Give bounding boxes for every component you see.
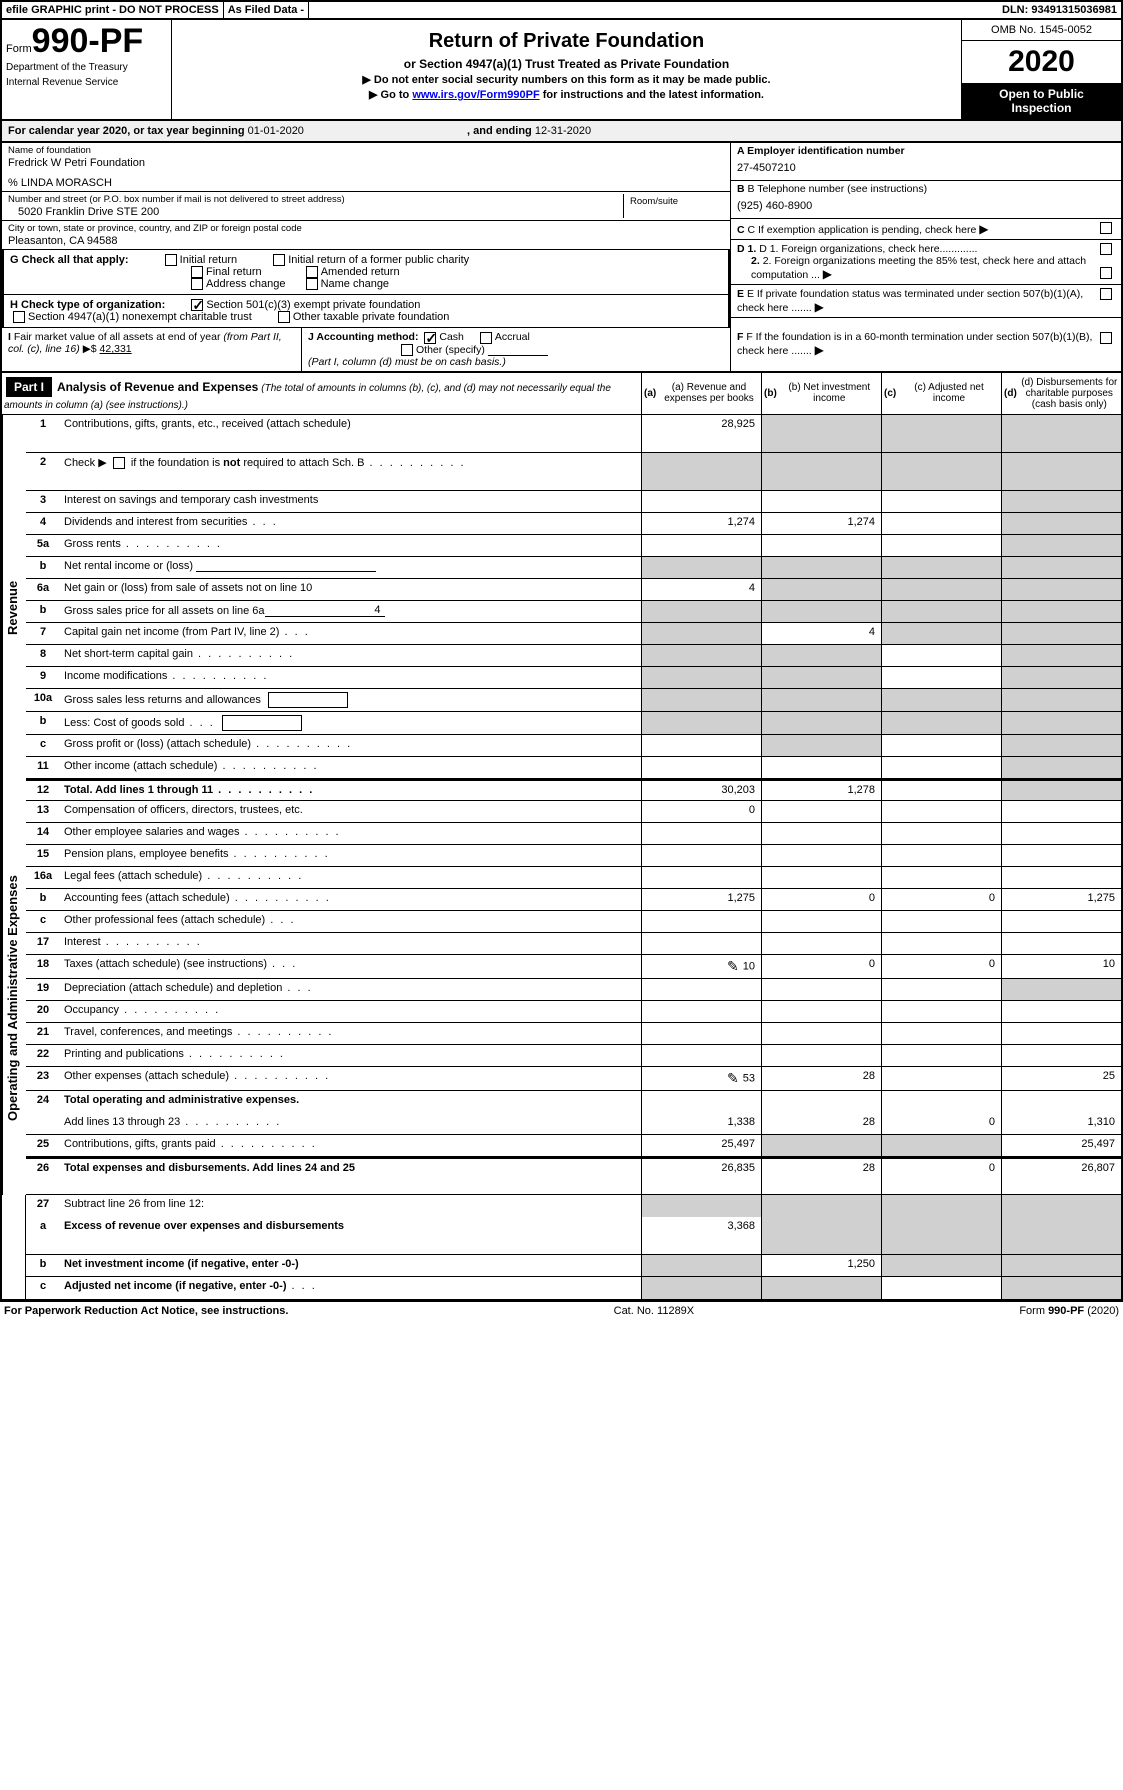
- cb-schB[interactable]: [113, 457, 125, 469]
- part-1: Part I Analysis of Revenue and Expenses …: [0, 373, 1123, 1301]
- part1-label: Part I: [6, 377, 52, 397]
- cb-e[interactable]: [1100, 288, 1112, 300]
- cb-addr-change[interactable]: [191, 278, 203, 290]
- cb-name-change[interactable]: [306, 278, 318, 290]
- section-j: J Accounting method: Cash Accrual Other …: [302, 328, 731, 370]
- dln-label: DLN: 93491315036981: [998, 2, 1121, 18]
- section-g: G Check all that apply: Initial return I…: [2, 250, 730, 295]
- cb-final[interactable]: [191, 266, 203, 278]
- foundation-name: Fredrick W Petri Foundation: [8, 157, 724, 169]
- cb-accrual[interactable]: [480, 332, 492, 344]
- care-of: % LINDA MORASCH: [8, 177, 724, 189]
- col-c-head: (c) (c) Adjusted net income: [881, 373, 1001, 414]
- dept-irs: Internal Revenue Service: [6, 77, 167, 88]
- attachment-icon: ✎: [727, 958, 739, 975]
- dept-treasury: Department of the Treasury: [6, 62, 167, 73]
- public-inspection: Open to Public Inspection: [962, 83, 1121, 119]
- col-d-head: (d) (d) Disbursements for charitable pur…: [1001, 373, 1121, 414]
- omb-number: OMB No. 1545-0052: [962, 20, 1121, 41]
- form-subtitle: or Section 4947(a)(1) Trust Treated as P…: [176, 57, 957, 71]
- room-label: Room/suite: [630, 196, 718, 207]
- expenses-section: Operating and Administrative Expenses 13…: [2, 801, 1121, 1195]
- section-f: F F If the foundation is in a 60-month t…: [731, 328, 1121, 370]
- form-title: Return of Private Foundation: [176, 30, 957, 53]
- addr-label: Number and street (or P.O. box number if…: [8, 194, 623, 205]
- ein-value: 27-4507210: [737, 158, 1115, 178]
- calendar-row: For calendar year 2020, or tax year begi…: [0, 121, 1123, 143]
- form-ref: Form 990-PF (2020): [1019, 1305, 1119, 1317]
- cb-amended[interactable]: [306, 266, 318, 278]
- form-number: 990-PF: [32, 22, 144, 60]
- info-grid: Name of foundation Fredrick W Petri Foun…: [0, 143, 1123, 328]
- line27-section: 27Subtract line 26 from line 12: aExcess…: [2, 1195, 1121, 1299]
- section-d: D 1. D 1. Foreign organizations, check h…: [731, 240, 1121, 285]
- addr-value: 5020 Franklin Drive STE 200: [8, 206, 623, 218]
- cb-501c3[interactable]: [191, 299, 203, 311]
- tax-year: 2020: [962, 41, 1121, 83]
- phone-value: (925) 460-8900: [737, 196, 1115, 216]
- section-e: E E If private foundation status was ter…: [731, 285, 1121, 318]
- name-label: Name of foundation: [8, 145, 724, 156]
- cb-f[interactable]: [1100, 332, 1112, 344]
- revenue-label: Revenue: [2, 415, 26, 801]
- paperwork-notice: For Paperwork Reduction Act Notice, see …: [4, 1305, 288, 1317]
- efile-header: efile GRAPHIC print - DO NOT PROCESS As …: [0, 0, 1123, 18]
- cb-cash[interactable]: [424, 332, 436, 344]
- section-i: I Fair market value of all assets at end…: [2, 328, 302, 370]
- cb-exemption-pending[interactable]: [1100, 222, 1112, 234]
- expenses-label: Operating and Administrative Expenses: [2, 801, 26, 1195]
- city-value: Pleasanton, CA 94588: [8, 235, 724, 247]
- page-footer: For Paperwork Reduction Act Notice, see …: [0, 1301, 1123, 1320]
- instr-ssn: ▶ Do not enter social security numbers o…: [176, 73, 957, 86]
- asfiled-label: As Filed Data -: [224, 2, 309, 18]
- form-header: Form990-PF Department of the Treasury In…: [0, 18, 1123, 121]
- phone-label: B B Telephone number (see instructions): [737, 183, 1115, 195]
- cb-other-method[interactable]: [401, 344, 413, 356]
- efile-label: efile GRAPHIC print - DO NOT PROCESS: [2, 2, 224, 18]
- ijf-row: I Fair market value of all assets at end…: [0, 328, 1123, 372]
- instr-goto: ▶ Go to www.irs.gov/Form990PF for instru…: [176, 88, 957, 101]
- part1-title: Analysis of Revenue and Expenses: [57, 380, 258, 394]
- form-prefix: Form: [6, 43, 32, 55]
- fmv-value: 42,331: [100, 343, 132, 355]
- section-c: C C If exemption application is pending,…: [731, 219, 1121, 240]
- cb-4947[interactable]: [13, 311, 25, 323]
- cb-d1[interactable]: [1100, 243, 1112, 255]
- cb-initial[interactable]: [165, 254, 177, 266]
- cb-d2[interactable]: [1100, 267, 1112, 279]
- cb-initial-former[interactable]: [273, 254, 285, 266]
- section-h: H Check type of organization: Section 50…: [2, 295, 730, 328]
- header-left: Form990-PF Department of the Treasury In…: [2, 20, 172, 119]
- cb-other-taxable[interactable]: [278, 311, 290, 323]
- col-a-head: (a) (a) Revenue and expenses per books: [641, 373, 761, 414]
- city-label: City or town, state or province, country…: [8, 223, 724, 234]
- header-right: OMB No. 1545-0052 2020 Open to Public In…: [961, 20, 1121, 119]
- irs-link[interactable]: www.irs.gov/Form990PF: [412, 89, 539, 101]
- col-b-head: (b) (b) Net investment income: [761, 373, 881, 414]
- cat-no: Cat. No. 11289X: [614, 1305, 695, 1317]
- attachment-icon: ✎: [727, 1070, 739, 1087]
- revenue-section: Revenue 1Contributions, gifts, grants, e…: [2, 415, 1121, 801]
- ein-label: A Employer identification number: [737, 145, 1115, 157]
- header-center: Return of Private Foundation or Section …: [172, 20, 961, 119]
